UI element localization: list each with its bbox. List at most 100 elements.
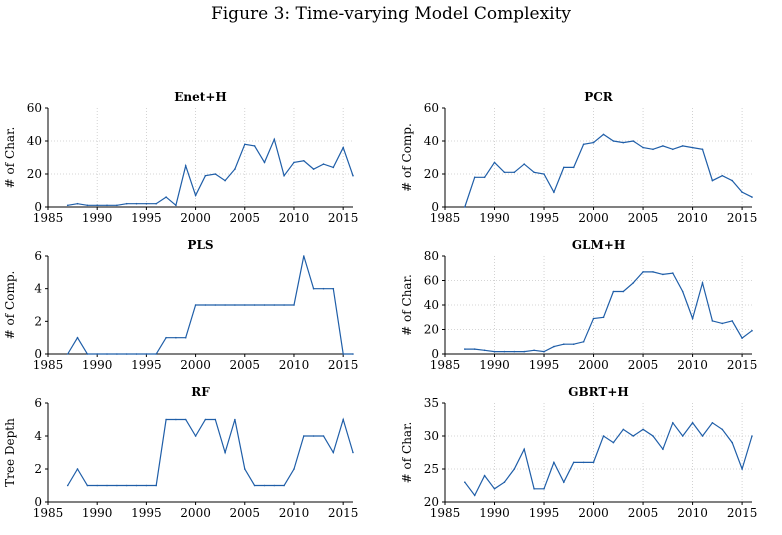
x-tick-label: 2015 xyxy=(328,506,359,520)
data-point xyxy=(691,317,694,320)
data-point xyxy=(125,202,128,205)
y-axis-label: # of Comp. xyxy=(3,271,17,340)
data-point xyxy=(672,422,674,424)
data-point xyxy=(86,353,89,355)
axes xyxy=(47,403,353,503)
x-tick-label: 1990 xyxy=(82,358,113,372)
data-point xyxy=(352,174,354,177)
data-point xyxy=(86,484,89,487)
y-tick-label: 20 xyxy=(424,495,439,509)
series-line xyxy=(464,421,753,497)
data-point xyxy=(602,435,605,437)
data-point xyxy=(116,353,118,355)
data-point xyxy=(155,353,157,355)
data-point xyxy=(303,255,305,257)
x-tick-label: 2000 xyxy=(180,506,211,520)
data-point xyxy=(681,435,684,437)
data-point xyxy=(312,287,315,290)
y-axis-label: # of Comp. xyxy=(400,123,414,192)
data-point xyxy=(582,341,585,343)
y-tick-label: 25 xyxy=(424,462,439,476)
data-point xyxy=(483,474,486,477)
panel-1: 1985 1990 1995 2000 2005 2010 2015 0 20 40 60 Enet+… xyxy=(3,90,358,225)
data-point xyxy=(563,166,565,169)
data-point xyxy=(493,488,496,490)
data-point xyxy=(96,353,98,355)
data-point xyxy=(464,206,466,208)
data-point xyxy=(701,435,704,437)
data-point xyxy=(523,163,525,165)
data-point xyxy=(106,484,108,487)
data-point xyxy=(513,350,516,353)
y-tick-label: 2 xyxy=(34,314,42,328)
x-tick-label: 2010 xyxy=(279,506,310,520)
x-tick-label: 1990 xyxy=(479,211,510,225)
data-point xyxy=(86,204,89,207)
data-point xyxy=(642,146,644,149)
data-point xyxy=(721,174,724,177)
data-point xyxy=(165,418,167,421)
x-tick-label: 1990 xyxy=(479,506,510,520)
data-point xyxy=(681,145,684,147)
data-point xyxy=(572,343,575,346)
data-point xyxy=(711,179,714,182)
x-tick-label: 2015 xyxy=(328,211,359,225)
data-point xyxy=(533,349,535,352)
data-point xyxy=(332,166,335,169)
data-point xyxy=(493,161,496,164)
data-point xyxy=(66,484,69,487)
data-point xyxy=(125,353,128,355)
series-line xyxy=(67,417,354,487)
data-point xyxy=(543,173,545,175)
x-tick-label: 1985 xyxy=(33,506,64,520)
data-point xyxy=(483,176,486,179)
x-tick-label: 1985 xyxy=(33,358,64,372)
data-point xyxy=(672,148,674,151)
series-line xyxy=(67,137,354,207)
y-tick-label: 40 xyxy=(424,298,439,312)
data-point xyxy=(751,435,753,437)
data-point xyxy=(342,146,345,149)
data-point xyxy=(234,418,236,421)
data-point xyxy=(273,484,276,487)
data-point xyxy=(691,422,694,424)
data-point xyxy=(533,171,535,174)
data-point xyxy=(155,484,157,487)
axes xyxy=(47,108,353,208)
y-axis-label: # of Char. xyxy=(400,274,414,336)
data-point xyxy=(632,435,634,437)
data-point xyxy=(473,348,476,350)
x-tick-label: 2010 xyxy=(279,211,310,225)
data-point xyxy=(731,179,733,182)
x-tick-label: 2010 xyxy=(677,506,708,520)
data-point xyxy=(283,174,285,177)
series-line xyxy=(464,271,753,353)
x-tick-label: 1985 xyxy=(430,506,461,520)
y-tick-label: 60 xyxy=(424,101,439,115)
data-point xyxy=(721,428,724,431)
data-point xyxy=(342,418,345,421)
data-point xyxy=(672,272,674,274)
data-point xyxy=(116,484,118,487)
axes xyxy=(444,108,752,208)
y-tick-label: 60 xyxy=(27,101,42,115)
data-point xyxy=(662,273,664,276)
data-point xyxy=(464,481,466,484)
data-point xyxy=(332,451,335,454)
data-point xyxy=(553,461,555,464)
data-point xyxy=(135,353,138,355)
axes xyxy=(444,403,752,503)
panel-title: GBRT+H xyxy=(568,385,628,399)
panel-4: 1985 1990 1995 2000 2005 2010 2015 0 20 40 60 80 GLM… xyxy=(400,238,757,372)
x-tick-label: 1995 xyxy=(131,506,162,520)
x-tick-label: 2005 xyxy=(230,506,261,520)
data-point xyxy=(464,348,466,350)
data-point xyxy=(751,196,753,198)
x-tick-label: 2000 xyxy=(180,358,211,372)
data-point xyxy=(214,173,217,175)
data-point xyxy=(303,160,305,162)
data-point xyxy=(293,304,295,306)
y-tick-label: 60 xyxy=(424,274,439,288)
data-point xyxy=(312,435,315,437)
